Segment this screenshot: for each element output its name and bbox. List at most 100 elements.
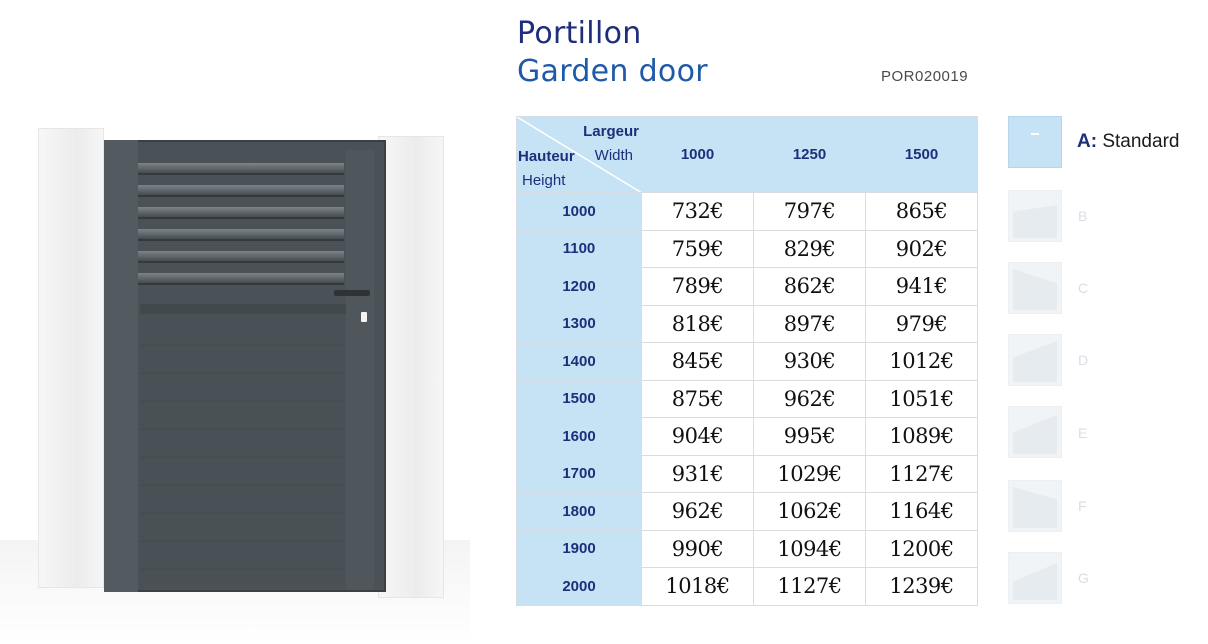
width-column-header: 1500 <box>865 116 978 193</box>
table-row: 1700 931€ 1029€ 1127€ <box>516 454 978 493</box>
option-f-thumbnail <box>1008 480 1062 532</box>
table-row: 1800 962€ 1062€ 1164€ <box>516 492 978 531</box>
price-cell: 931€ <box>641 454 754 493</box>
price-cell: 1127€ <box>753 567 866 606</box>
price-cell: 1089€ <box>865 417 978 456</box>
page-title-english: Garden door <box>517 54 708 89</box>
option-a-standard-thumbnail <box>1008 116 1062 168</box>
option-f-letter: F <box>1078 498 1087 514</box>
louver-slat <box>138 229 344 241</box>
gate-illustration <box>0 0 500 644</box>
table-row: 1400 845€ 930€ 1012€ <box>516 342 978 381</box>
price-cell: 1200€ <box>865 529 978 568</box>
width-column-header: 1250 <box>753 116 866 193</box>
height-row-header: 1700 <box>516 454 642 493</box>
height-row-header: 2000 <box>516 567 642 606</box>
option-a-letter: A: <box>1077 131 1098 152</box>
header-width: Width <box>594 147 633 164</box>
louver-slat <box>138 273 344 285</box>
price-cell: 962€ <box>753 379 866 418</box>
price-cell: 904€ <box>641 417 754 456</box>
price-cell: 845€ <box>641 342 754 381</box>
width-column-header: 1000 <box>641 116 754 193</box>
option-c-thumbnail <box>1008 262 1062 314</box>
price-cell: 818€ <box>641 304 754 343</box>
right-pillar <box>378 136 444 598</box>
option-e-thumbnail <box>1008 406 1062 458</box>
gate-handle <box>334 290 370 296</box>
option-e-letter: E <box>1078 425 1088 441</box>
height-row-header: 1100 <box>516 229 642 268</box>
height-row-header: 1900 <box>516 529 642 568</box>
louver-slat <box>138 207 344 219</box>
price-cell: 862€ <box>753 267 866 306</box>
height-row-header: 1300 <box>516 304 642 343</box>
price-cell: 995€ <box>753 417 866 456</box>
table-row: 2000 1018€ 1127€ 1239€ <box>516 567 978 606</box>
height-row-header: 1600 <box>516 417 642 456</box>
table-row: 1300 818€ 897€ 979€ <box>516 304 978 343</box>
header-height: Height <box>522 172 566 189</box>
price-cell: 1164€ <box>865 492 978 531</box>
gate-post-right <box>346 150 374 590</box>
table-row: 1100 759€ 829€ 902€ <box>516 229 978 268</box>
louver-slat <box>138 163 344 175</box>
header-largeur: Largeur <box>583 123 639 140</box>
table-row: 1200 789€ 862€ 941€ <box>516 267 978 306</box>
height-row-header: 1400 <box>516 342 642 381</box>
option-a-name: Standard <box>1102 131 1180 152</box>
price-cell: 759€ <box>641 229 754 268</box>
option-d-thumbnail <box>1008 334 1062 386</box>
diagonal-divider <box>517 117 641 192</box>
price-cell: 941€ <box>865 267 978 306</box>
price-cell: 1062€ <box>753 492 866 531</box>
table-row: 1900 990€ 1094€ 1200€ <box>516 529 978 568</box>
gate-lower-panel <box>140 318 344 584</box>
table-header-row: Largeur Width Hauteur Height 1000 1250 1… <box>516 116 978 193</box>
option-g-letter: G <box>1078 570 1089 586</box>
price-cell: 1012€ <box>865 342 978 381</box>
page-title-french: Portillon <box>517 16 642 51</box>
louver-slat <box>138 185 344 197</box>
gate-crossbar <box>140 304 346 314</box>
price-cell: 829€ <box>753 229 866 268</box>
table-corner-header: Largeur Width Hauteur Height <box>516 116 642 193</box>
price-cell: 962€ <box>641 492 754 531</box>
price-cell: 979€ <box>865 304 978 343</box>
height-row-header: 1000 <box>516 192 642 231</box>
left-pillar <box>38 128 104 588</box>
price-cell: 1029€ <box>753 454 866 493</box>
price-cell: 1127€ <box>865 454 978 493</box>
price-cell: 897€ <box>753 304 866 343</box>
price-cell: 789€ <box>641 267 754 306</box>
table-row: 1000 732€ 797€ 865€ <box>516 192 978 231</box>
gate-post-left <box>104 140 138 592</box>
height-row-header: 1800 <box>516 492 642 531</box>
price-cell: 1018€ <box>641 567 754 606</box>
option-b-thumbnail <box>1008 190 1062 242</box>
louver-slat <box>138 251 344 263</box>
table-row: 1600 904€ 995€ 1089€ <box>516 417 978 456</box>
price-cell: 875€ <box>641 379 754 418</box>
option-a-label: A: Standard <box>1077 131 1179 153</box>
price-cell: 1239€ <box>865 567 978 606</box>
option-d-letter: D <box>1078 352 1089 368</box>
option-g-thumbnail <box>1008 552 1062 604</box>
table-row: 1500 875€ 962€ 1051€ <box>516 379 978 418</box>
price-cell: 1094€ <box>753 529 866 568</box>
price-cell: 732€ <box>641 192 754 231</box>
product-reference: POR020019 <box>881 68 969 85</box>
price-cell: 865€ <box>865 192 978 231</box>
price-cell: 902€ <box>865 229 978 268</box>
header-hauteur: Hauteur <box>518 148 575 165</box>
height-row-header: 1200 <box>516 267 642 306</box>
price-cell: 930€ <box>753 342 866 381</box>
height-row-header: 1500 <box>516 379 642 418</box>
price-cell: 990€ <box>641 529 754 568</box>
price-table: Largeur Width Hauteur Height 1000 1250 1… <box>516 116 978 606</box>
price-cell: 797€ <box>753 192 866 231</box>
gate-lock-icon <box>361 312 367 322</box>
price-cell: 1051€ <box>865 379 978 418</box>
option-b-letter: B <box>1078 208 1088 224</box>
option-c-letter: C <box>1078 280 1089 296</box>
